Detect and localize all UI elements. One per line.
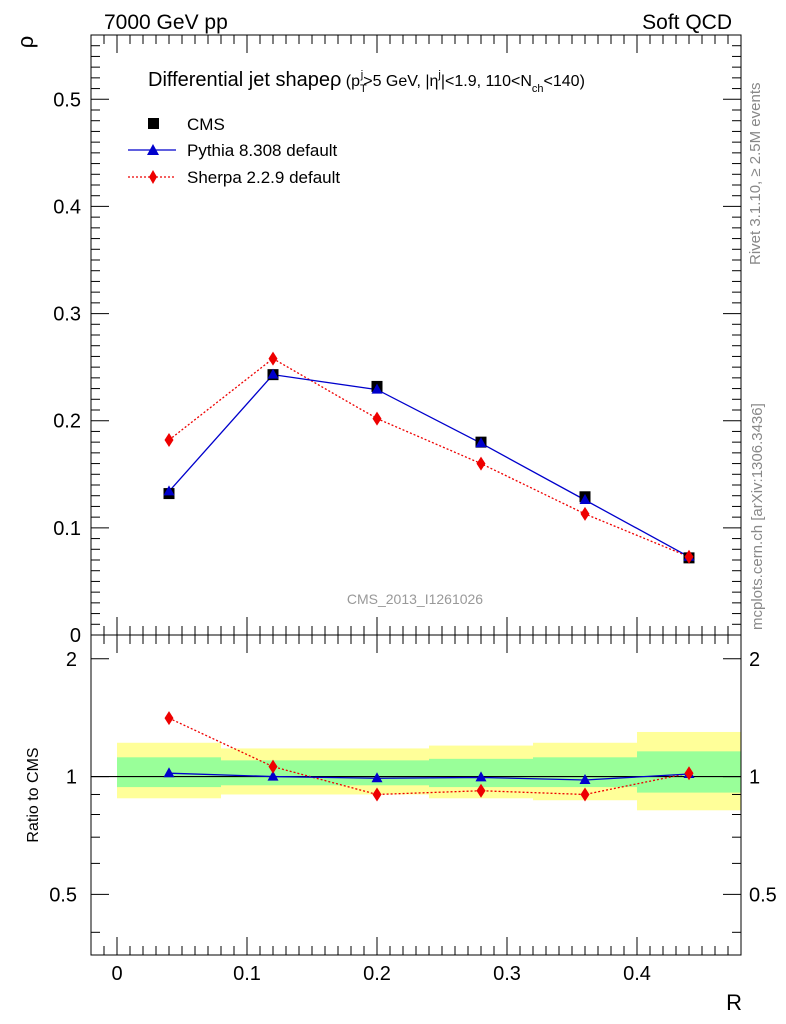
upper-ticks: 0 0.1 0.2 0.3 0.4 0.5 [53, 35, 742, 647]
pythia-line [168, 373, 690, 558]
title-cuts: (p [341, 73, 360, 90]
legend-sherpa-label: Sherpa 2.2.9 default [187, 168, 340, 187]
y-tick-label: 0.2 [53, 411, 81, 433]
rivet-version-label: Rivet 3.1.10, ≥ 2.5M events [747, 83, 764, 266]
y-tick-label: 0.3 [53, 304, 81, 326]
y-tick-label: 0.5 [49, 884, 77, 906]
legend-cms-marker [148, 118, 159, 129]
sherpa-point [268, 351, 278, 366]
lower-bands [117, 731, 741, 811]
x-tick-label: 0.4 [623, 963, 651, 985]
header-energy-label: 7000 GeV pp [104, 11, 228, 34]
y-tick-label-right: 2 [749, 649, 760, 671]
pythia-point [371, 383, 383, 394]
y-tick-label: 0 [70, 625, 81, 647]
y-tick-label: 0.5 [53, 89, 81, 111]
legend-pythia-marker [147, 144, 159, 155]
legend-sherpa-marker [149, 170, 157, 184]
lower-series [163, 711, 695, 802]
sherpa-ratio-point [372, 787, 382, 802]
pythia-ratio-point [371, 772, 383, 783]
header-process-label: Soft QCD [642, 11, 732, 34]
x-tick-label: 0.1 [233, 963, 261, 985]
sherpa-ratio-point [580, 787, 590, 802]
analysis-watermark: CMS_2013_I1261026 [347, 591, 483, 607]
pythia-point [163, 485, 175, 496]
pythia-ratio-point [475, 771, 487, 782]
y-tick-label-right: 0.5 [749, 884, 777, 906]
lower-ticks: 0.5 0.5 1 1 2 2 0 0.1 0.2 0.3 0.4 [49, 635, 777, 985]
title-sup-j2: j [437, 69, 440, 81]
legend: CMS Pythia 8.308 default Sherpa 2.2.9 de… [128, 115, 340, 187]
x-tick-label: 0.2 [363, 963, 391, 985]
pythia-point [267, 368, 279, 379]
pythia-ratio-point [163, 767, 175, 778]
sherpa-point [684, 549, 694, 564]
sherpa-line [168, 357, 690, 558]
title-sub-T: T [360, 83, 367, 95]
x-tick-label: 0 [111, 963, 122, 985]
legend-pythia-label: Pythia 8.308 default [187, 141, 338, 160]
title-main: Differential jet shape [148, 69, 330, 91]
sherpa-ratio-point [476, 783, 486, 798]
title-mid: >5 GeV, |η [363, 73, 438, 90]
x-axis-label: R [726, 990, 742, 1015]
x-tick-label: 0.3 [493, 963, 521, 985]
y-tick-label: 0.4 [53, 196, 81, 218]
upper-y-axis-label: ρ [13, 36, 38, 49]
upper-series [163, 351, 695, 564]
title-symbol: ρ [330, 69, 341, 91]
sherpa-point [164, 433, 174, 447]
sherpa-ratio-point [268, 759, 278, 774]
title-sub-ch: ch [532, 83, 544, 95]
title-sup-j: j [360, 69, 363, 81]
sherpa-point [476, 456, 486, 471]
pythia-ratio-point [267, 770, 279, 781]
plot-title: Differential jet shapeρ (pTj>5 GeV, |ηj|… [148, 69, 585, 95]
lower-y-axis-label: Ratio to CMS [25, 747, 42, 842]
pythia-ratio-point [579, 773, 591, 784]
sherpa-ratio-point [164, 711, 174, 726]
sherpa-ratio-line [168, 717, 690, 796]
y-tick-label: 0.1 [53, 518, 81, 540]
y-tick-label-right: 1 [749, 767, 760, 789]
mcplots-label: mcplots.cern.ch [arXiv:1306.3436] [749, 403, 766, 630]
title-end: |<1.9, 110<N [441, 73, 532, 90]
pythia-point [475, 437, 487, 448]
pythia-point [579, 494, 591, 504]
sherpa-point [372, 411, 382, 426]
y-tick-label: 2 [66, 649, 77, 671]
legend-cms-label: CMS [187, 115, 225, 134]
pythia-ratio-line [168, 772, 690, 781]
sherpa-ratio-point [684, 766, 694, 781]
y-tick-label: 1 [66, 767, 77, 789]
title-close: <140) [544, 73, 585, 90]
sherpa-point [580, 506, 590, 521]
